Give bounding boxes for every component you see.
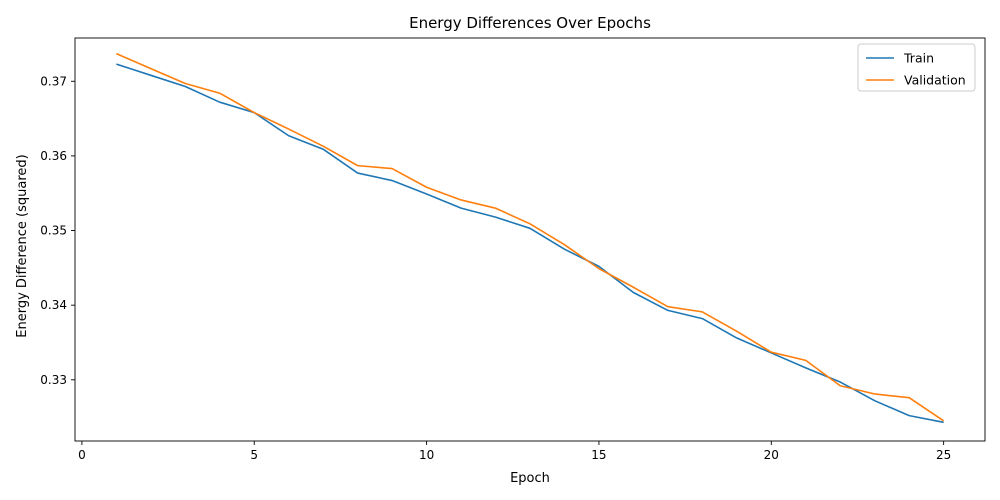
x-tick-label: 10 <box>419 448 434 462</box>
x-tick-label: 15 <box>591 448 606 462</box>
y-axis-label: Energy Difference (squared) <box>15 154 30 337</box>
series-line-train <box>116 63 944 424</box>
axes-layer: 0 5 10 15 20 25 0.33 0.34 0.35 0.36 0.37 <box>40 37 986 462</box>
chart-title: Energy Differences Over Epochs <box>409 14 651 32</box>
series-layer <box>116 52 945 424</box>
legend-label-validation: Validation <box>904 73 966 88</box>
y-tick-label: 0.35 <box>40 224 67 238</box>
y-tick-label: 0.37 <box>40 74 67 88</box>
y-tick-label: 0.33 <box>40 373 67 387</box>
x-tick-label: 0 <box>78 448 86 462</box>
series-line-validation <box>116 52 945 422</box>
y-tick-label: 0.34 <box>40 298 67 312</box>
x-axis-label: Epoch <box>510 471 550 486</box>
legend-label-train: Train <box>903 51 934 66</box>
y-tick-label: 0.36 <box>40 149 67 163</box>
x-tick-label: 20 <box>764 448 779 462</box>
legend: Train Validation <box>857 43 976 92</box>
x-tick-label: 25 <box>936 448 951 462</box>
plot-frame <box>74 37 986 442</box>
x-tick-label: 5 <box>250 448 258 462</box>
